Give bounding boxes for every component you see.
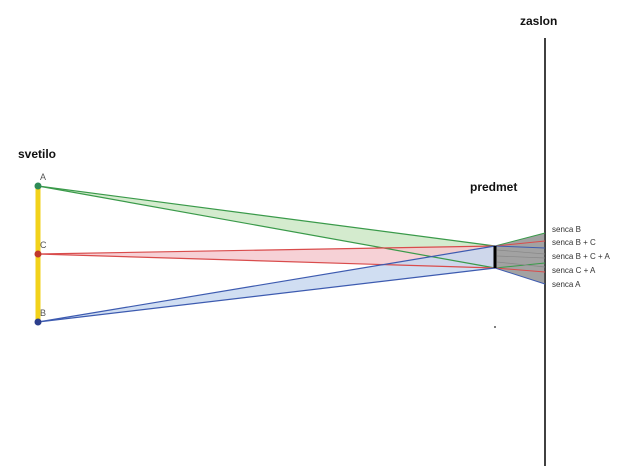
shadow-label-ca: senca C + A (552, 266, 596, 275)
object-label: predmet (470, 180, 518, 194)
ray-a-bottom (37, 185, 496, 269)
shadow-hatch-1 (496, 249, 546, 255)
point-a (34, 182, 42, 190)
shadow-hatch-2 (496, 255, 546, 259)
shadow-edge-4 (494, 262, 546, 269)
shadow-edge-1 (494, 232, 546, 247)
ray-b-bottom (37, 267, 496, 323)
point-c-label: C (40, 240, 47, 250)
ray-c-top (37, 245, 496, 255)
point-c (34, 250, 42, 258)
screen-label: zaslon (520, 14, 558, 28)
shadow-edge-6 (494, 267, 546, 285)
shadow-label-bca: senca B + C + A (552, 252, 610, 261)
point-b-label: B (40, 308, 47, 318)
shadow-label-bc: senca B + C (552, 238, 596, 247)
shadow-edge-3 (494, 245, 546, 249)
ray-a-top (37, 185, 496, 247)
point-a-label: A (40, 172, 47, 182)
stray-dot (494, 326, 496, 328)
cone-c (38, 246, 495, 268)
light-source-label: svetilo (18, 147, 57, 161)
ray-b-top (37, 245, 496, 323)
shadow-label-a: senca A (552, 280, 581, 289)
shadow-label-b: senca B (552, 225, 581, 234)
point-b (34, 318, 42, 326)
shadow-edge-5 (494, 267, 546, 273)
shadow-hatch-3 (496, 261, 546, 268)
ray-c-bottom (37, 253, 496, 269)
shadow-edge-2 (494, 240, 546, 247)
